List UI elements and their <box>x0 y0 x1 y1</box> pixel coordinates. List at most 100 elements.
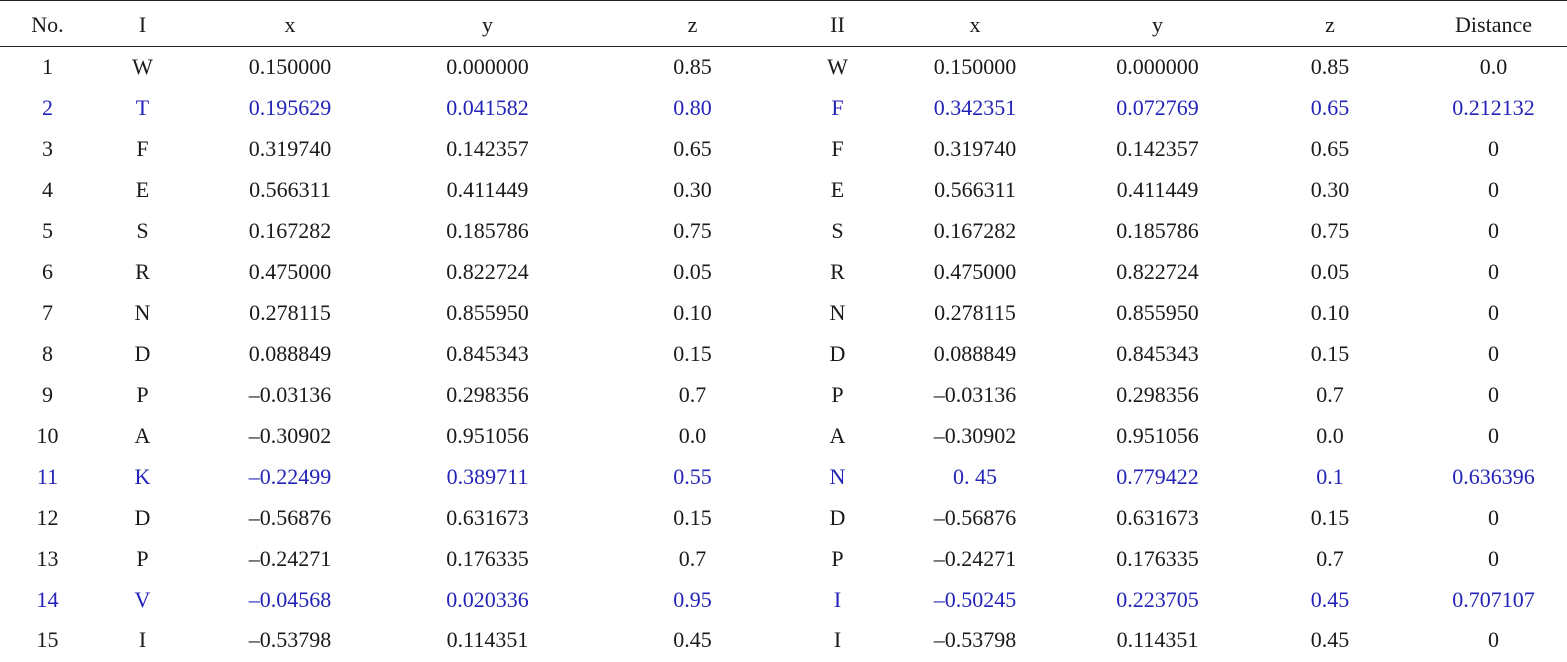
cell-x-i: –0.30902 <box>248 423 332 448</box>
cell-x-ii: –0.50245 <box>933 587 1017 612</box>
cell-no: 5 <box>42 218 53 243</box>
cell-ii: S <box>831 218 844 243</box>
cell-i: D <box>134 341 151 366</box>
cell-x-i: 0.195629 <box>248 95 332 120</box>
cell-y-i: 0.822724 <box>446 259 529 284</box>
cell-no: 13 <box>36 546 59 571</box>
cell-distance: 0 <box>1488 259 1499 284</box>
cell-ii: F <box>831 95 844 120</box>
cell-x-ii: 0.150000 <box>933 54 1017 80</box>
table-row: 10 A –0.30902 0.951056 0.0 A –0.30902 0.951056 0… <box>0 416 1567 457</box>
cell-distance: 0 <box>1488 341 1499 366</box>
header-y-i: y <box>390 0 585 47</box>
table-row: 11 K –0.22499 0.389711 0.55 N 0. 45 0.779422 0.1… <box>0 457 1567 498</box>
cell-y-ii: 0.298356 <box>1116 382 1199 407</box>
header-row: No. I x y z II x y z Distance <box>0 0 1567 47</box>
cell-i: P <box>136 382 149 407</box>
cell-y-i: 0.631673 <box>446 505 529 530</box>
cell-x-i: 0.319740 <box>248 136 332 161</box>
cell-x-i: –0.04568 <box>248 587 332 612</box>
header-x-ii: x <box>875 0 1075 47</box>
cell-no: 14 <box>36 587 59 612</box>
cell-y-i: 0.114351 <box>446 627 529 652</box>
cell-z-i: 0.15 <box>673 341 712 366</box>
cell-ii: P <box>831 382 844 407</box>
cell-i: S <box>136 218 149 243</box>
cell-y-i: 0.389711 <box>446 464 529 489</box>
table-row: 12 D –0.56876 0.631673 0.15 D –0.56876 0.631673… <box>0 498 1567 539</box>
header-z-ii: z <box>1240 0 1420 47</box>
cell-distance: 0.707107 <box>1452 587 1535 612</box>
cell-z-ii: 0.45 <box>1310 627 1350 652</box>
cell-x-i: 0.566311 <box>249 177 331 202</box>
cell-x-i: –0.24271 <box>248 546 332 571</box>
table-row: 9 P –0.03136 0.298356 0.7 P –0.03136 0.298356 0.… <box>0 375 1567 416</box>
cell-i: W <box>132 54 153 80</box>
cell-i: K <box>134 464 151 489</box>
cell-z-i: 0.05 <box>673 259 712 284</box>
table-row: 2 T 0.195629 0.041582 0.80 F 0.342351 0.072769 0… <box>0 88 1567 129</box>
cell-y-ii: 0.631673 <box>1116 505 1199 530</box>
cell-z-i: 0.45 <box>673 627 712 652</box>
cell-y-i: 0.298356 <box>446 382 529 407</box>
cell-y-ii: 0.176335 <box>1116 546 1199 571</box>
cell-z-i: 0.7 <box>678 382 707 407</box>
cell-y-ii: 0.223705 <box>1116 587 1199 612</box>
cell-y-i: 0.020336 <box>446 587 529 612</box>
header-x-i: x <box>190 0 390 47</box>
cell-i: R <box>135 259 150 284</box>
cell-y-ii: 0.855950 <box>1116 300 1199 325</box>
table-row: 13 P –0.24271 0.176335 0.7 P –0.24271 0.176335 0… <box>0 539 1567 580</box>
cell-ii: A <box>829 423 846 448</box>
cell-no: 4 <box>42 177 53 202</box>
cell-i: T <box>135 95 150 120</box>
cell-no: 2 <box>42 95 53 120</box>
cell-z-ii: 0.1 <box>1316 464 1344 489</box>
table-row: 4 E 0.566311 0.411449 0.30 E 0.566311 0.411449 0… <box>0 170 1567 211</box>
cell-ii: N <box>829 300 846 325</box>
cell-ii: D <box>829 505 846 530</box>
cell-y-ii: 0.822724 <box>1116 259 1199 284</box>
table-header: No. I x y z II x y z Distance <box>0 0 1567 47</box>
cell-ii: I <box>833 627 842 652</box>
cell-z-i: 0.75 <box>673 218 712 243</box>
cell-z-ii: 0.65 <box>1310 136 1350 161</box>
cell-no: 7 <box>42 300 53 325</box>
cell-y-ii: 0.072769 <box>1116 95 1199 120</box>
table-row: 7 N 0.278115 0.855950 0.10 N 0.278115 0.855950 0… <box>0 293 1567 334</box>
cell-distance: 0 <box>1488 300 1499 325</box>
header-y-ii: y <box>1075 0 1240 47</box>
cell-z-ii: 0.45 <box>1310 587 1350 612</box>
cell-i: I <box>138 627 147 652</box>
cell-z-i: 0.85 <box>673 54 712 80</box>
cell-z-ii: 0.30 <box>1310 177 1350 202</box>
cell-x-ii: 0.319740 <box>933 136 1017 161</box>
cell-x-ii: –0.53798 <box>933 627 1017 652</box>
cell-x-i: 0.278115 <box>249 300 331 325</box>
table-body: 1 W 0.150000 0.000000 0.85 W 0.150000 0.000000 0… <box>0 47 1567 662</box>
cell-ii: R <box>830 259 845 284</box>
cell-i: P <box>136 546 149 571</box>
cell-ii: I <box>833 587 842 612</box>
cell-y-ii: 0.779422 <box>1116 464 1199 489</box>
cell-x-ii: 0.566311 <box>934 177 1016 202</box>
cell-x-i: –0.56876 <box>248 505 332 530</box>
table-row: 6 R 0.475000 0.822724 0.05 R 0.475000 0.822724 0… <box>0 252 1567 293</box>
cell-ii: D <box>829 341 846 366</box>
cell-y-ii: 0.845343 <box>1116 341 1199 366</box>
cell-ii: P <box>831 546 844 571</box>
cell-y-i: 0.142357 <box>446 136 529 161</box>
header-i: I <box>95 0 190 47</box>
cell-x-ii: 0. 45 <box>953 464 997 489</box>
cell-x-ii: –0.24271 <box>933 546 1017 571</box>
cell-ii: F <box>831 136 844 161</box>
cell-y-i: 0.041582 <box>446 95 529 120</box>
cell-x-i: 0.475000 <box>248 259 332 284</box>
cell-no: 8 <box>42 341 53 366</box>
cell-distance: 0.212132 <box>1452 95 1535 120</box>
cell-z-ii: 0.65 <box>1310 95 1350 120</box>
cell-no: 1 <box>42 54 53 80</box>
cell-y-ii: 0.185786 <box>1116 218 1199 243</box>
cell-z-ii: 0.15 <box>1310 505 1350 530</box>
